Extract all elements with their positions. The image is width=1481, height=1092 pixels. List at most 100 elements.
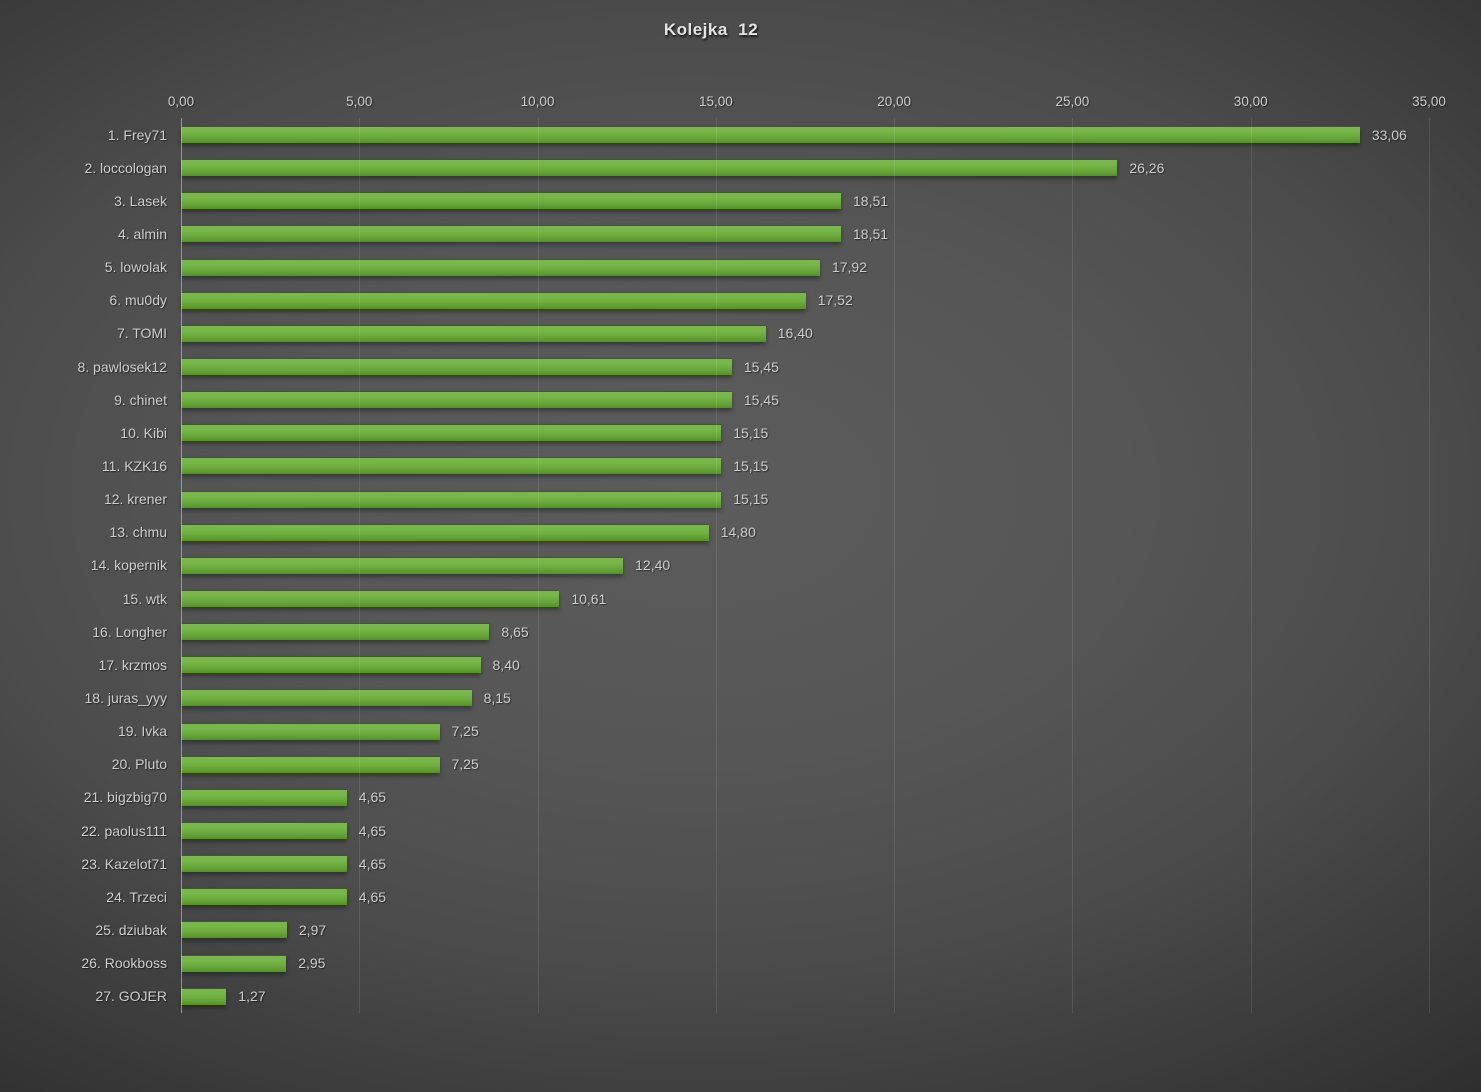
chart-row: 15,15 (181, 416, 1429, 449)
gridline (715, 118, 717, 1013)
y-axis-line (181, 118, 182, 1013)
bar (181, 192, 841, 210)
value-label: 1,27 (238, 988, 266, 1005)
category-label: 11. KZK16 (101, 457, 167, 474)
bar (181, 324, 766, 342)
category-label: 5. lowolak (104, 259, 167, 276)
category-label: 22. paolus111 (81, 822, 167, 839)
category-label: 1. Frey71 (107, 126, 167, 143)
category-label: 17. krzmos (98, 656, 167, 673)
bar (181, 689, 472, 707)
value-label: 7,25 (451, 756, 479, 773)
bar (181, 523, 709, 541)
category-label: 18. juras_yyy (84, 689, 167, 706)
chart-row: 4,65 (181, 847, 1429, 880)
value-label: 14,80 (720, 524, 756, 541)
category-label: 24. Trzeci (106, 888, 167, 905)
category-label: 2. loccologan (84, 159, 167, 176)
value-label: 15,45 (743, 358, 779, 375)
value-label: 7,25 (451, 723, 479, 740)
category-label: 20. Pluto (111, 756, 167, 773)
bar (181, 987, 227, 1005)
value-label: 16,40 (777, 325, 813, 342)
value-label: 4,65 (358, 888, 387, 905)
chart-row: 18,51 (181, 217, 1429, 250)
category-label: 19. Ivka (117, 723, 167, 740)
value-label: 17,92 (831, 259, 868, 276)
chart-row: 8,40 (181, 648, 1429, 681)
value-label: 18,51 (853, 225, 889, 242)
category-label: 6. mu0dy (109, 292, 167, 309)
value-label: 8,40 (492, 656, 520, 673)
category-label: 21. bigzbig70 (83, 789, 167, 806)
category-label: 9. chinet (114, 391, 167, 408)
category-label: 13. chmu (109, 524, 167, 541)
bar (181, 258, 820, 276)
bar (181, 954, 287, 972)
bar (181, 490, 722, 508)
value-label: 10,61 (571, 590, 607, 607)
gridline (1429, 118, 1430, 1013)
chart-row: 2,95 (181, 947, 1429, 980)
gridline (1250, 118, 1252, 1013)
category-label: 3. Lasek (114, 192, 167, 209)
value-label: 18,51 (853, 192, 889, 209)
category-label: 4. almin (117, 225, 167, 242)
bar (181, 159, 1118, 177)
x-tick-label: 15,00 (698, 94, 733, 109)
x-axis: 0,00 5,00 10,00 15,00 20,00 25,00 30,00 35,00 (168, 94, 1446, 112)
chart-row: 15,15 (181, 483, 1429, 516)
bar (181, 126, 1360, 144)
gridline (537, 118, 539, 1013)
bar (181, 457, 722, 475)
bar (181, 358, 732, 376)
category-label: 7. TOMI (116, 325, 167, 342)
bar (181, 656, 481, 674)
bar (181, 623, 490, 641)
chart-row: 7,25 (181, 715, 1429, 748)
value-label: 8,65 (501, 623, 529, 640)
value-label: 17,52 (817, 292, 853, 309)
chart-row: 1,27 (181, 980, 1429, 1013)
bar (181, 291, 806, 309)
x-tick-label: 35,00 (1412, 94, 1446, 109)
x-tick-label: 25,00 (1055, 94, 1090, 109)
value-label: 4,65 (358, 855, 387, 872)
chart-row: 18,51 (181, 184, 1429, 217)
value-label: 15,15 (733, 424, 769, 441)
chart-row: 17,52 (181, 284, 1429, 317)
bar (181, 722, 440, 740)
x-tick-label: 5,00 (346, 94, 373, 109)
bar (181, 391, 732, 409)
chart-row: 15,45 (181, 350, 1429, 383)
chart-row: 4,65 (181, 814, 1429, 847)
category-label: 23. Kazelot71 (81, 855, 167, 872)
category-label: 26. Rookboss (81, 955, 167, 972)
gridline (894, 118, 896, 1013)
value-label: 15,15 (733, 491, 769, 508)
bar-rows: 33,06 26,26 18,51 18,51 17,92 17,52 16,40 15,45… (181, 118, 1429, 1013)
category-label: 15. wtk (122, 590, 167, 607)
chart-row: 4,65 (181, 781, 1429, 814)
chart-row: 33,06 (181, 118, 1429, 151)
bar (181, 590, 560, 608)
chart-title: Kolejka 12 (663, 20, 759, 39)
chart-row: 15,15 (181, 449, 1429, 482)
chart-row: 12,40 (181, 549, 1429, 582)
gridline (359, 118, 361, 1013)
chart-row: 26,26 (181, 151, 1429, 184)
category-label: 27. GOJER (95, 988, 167, 1005)
value-label: 15,15 (733, 457, 769, 474)
bar (181, 556, 624, 574)
value-label: 4,65 (358, 822, 387, 839)
chart-row: 16,40 (181, 317, 1429, 350)
bar (181, 424, 722, 442)
value-label: 2,95 (298, 955, 326, 972)
x-tick-label: 30,00 (1233, 94, 1268, 109)
bar (181, 755, 440, 773)
chart-row: 10,61 (181, 582, 1429, 615)
value-label: 15,45 (743, 391, 779, 408)
category-label: 10. Kibi (120, 424, 167, 441)
bar (181, 921, 287, 939)
bar (181, 225, 841, 243)
